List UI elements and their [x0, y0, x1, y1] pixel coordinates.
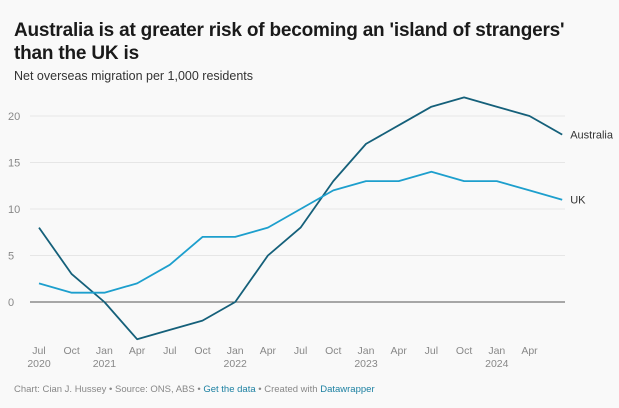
y-tick-label: 20 [8, 111, 20, 123]
series-label-australia: Australia [570, 130, 614, 142]
series-line-australia [38, 96, 563, 341]
x-tick-label: Oct [194, 345, 210, 357]
footer-created-with: • Created with [255, 384, 321, 395]
y-tick-label: 15 [8, 158, 20, 170]
x-tick-year-label: 2022 [224, 358, 248, 370]
y-tick-label: 5 [8, 251, 14, 263]
x-tick-year-label: 2024 [485, 358, 509, 370]
x-tick-year-label: 2021 [93, 358, 117, 370]
x-tick-label: Apr [391, 345, 408, 357]
x-tick-label: Jan [227, 345, 244, 357]
get-the-data-link[interactable]: Get the data [203, 384, 256, 395]
x-tick-label: Jul [294, 345, 307, 357]
chart-subtitle: Net overseas migration per 1,000 residen… [14, 69, 254, 83]
chart-title: Australia is at greater risk of becoming… [14, 20, 565, 64]
chart-footer: Chart: Cian J. Hussey • Source: ONS, ABS… [14, 384, 375, 395]
x-tick-label: Jul [32, 345, 45, 357]
footer-credits: Chart: Cian J. Hussey • Source: ONS, ABS… [14, 384, 204, 395]
x-tick-label: Jan [96, 345, 113, 357]
series-label-uk: UK [570, 195, 586, 207]
x-tick-year-label: 2023 [354, 358, 378, 370]
x-tick-label: Oct [64, 345, 80, 357]
x-tick-label: Jan [358, 345, 375, 357]
y-tick-label: 0 [8, 297, 14, 309]
series-line-uk [38, 170, 563, 294]
x-tick-label: Apr [129, 345, 146, 357]
x-tick-label: Oct [456, 345, 472, 357]
x-tick-label: Apr [521, 345, 538, 357]
x-tick-label: Apr [260, 345, 277, 357]
y-tick-label: 10 [8, 204, 20, 216]
datawrapper-link[interactable]: Datawrapper [320, 384, 375, 395]
x-tick-label: Oct [325, 345, 341, 357]
x-tick-label: Jul [163, 345, 176, 357]
x-tick-year-label: 2020 [27, 358, 51, 370]
x-tick-label: Jul [425, 345, 438, 357]
x-tick-label: Jan [488, 345, 505, 357]
